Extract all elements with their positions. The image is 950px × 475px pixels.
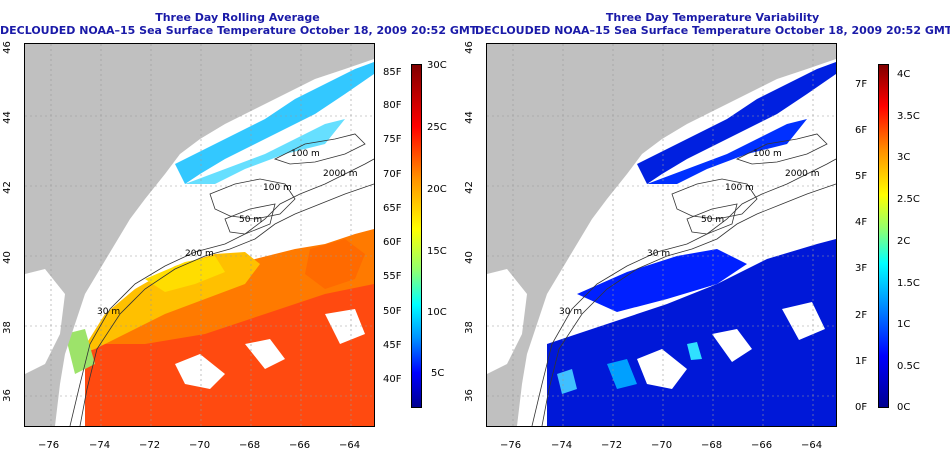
x-tick-label: −74: [551, 440, 573, 451]
colorbar-label-f: 5F: [855, 171, 868, 182]
temperature-colorbar: [411, 64, 422, 408]
contour-label: 30 m: [97, 307, 120, 317]
x-tick-label: −66: [751, 440, 773, 451]
colorbar-label-c: 1C: [897, 319, 911, 330]
x-tick-label: −64: [339, 440, 361, 451]
colorbar-label-c: 5C: [431, 368, 445, 379]
variability-colorbar: [878, 64, 889, 408]
colorbar-label-f: 1F: [855, 356, 868, 367]
y-tick-label: 46: [463, 41, 475, 54]
colorbar-label-f: 40F: [383, 374, 402, 385]
colorbar-label-f: 75F: [383, 134, 402, 145]
x-tick-label: −64: [801, 440, 823, 451]
colorbar-label-f: 55F: [383, 271, 402, 282]
colorbar-label-f: 60F: [383, 237, 402, 248]
x-tick-label: −76: [38, 440, 60, 451]
y-tick-label: 44: [1, 111, 13, 124]
contour-label: 50 m: [701, 215, 724, 225]
colorbar-label-c: 30C: [427, 60, 447, 71]
y-tick-label: 40: [1, 251, 13, 264]
colorbar-label-f: 0F: [855, 402, 868, 413]
colorbar-label-f: 2F: [855, 310, 868, 321]
colorbar-label-f: 50F: [383, 306, 402, 317]
sst-average-map-graphic: 100 m 100 m 2000 m 50 m 200 m 30 m: [25, 44, 374, 426]
y-tick-label: 36: [1, 389, 13, 402]
contour-label: 200 m: [185, 249, 214, 259]
panel-subtitle: DECLOUDED NOAA–15 Sea Surface Temperatur…: [0, 24, 478, 37]
colorbar-label-c: 0C: [897, 402, 911, 413]
y-tick-label: 44: [463, 111, 475, 124]
colorbar-label-c: 1.5C: [897, 278, 920, 289]
y-tick-label: 36: [463, 389, 475, 402]
x-tick-label: −68: [239, 440, 261, 451]
y-tick-label: 46: [1, 41, 13, 54]
x-tick-label: −70: [189, 440, 211, 451]
colorbar-label-f: 45F: [383, 340, 402, 351]
colorbar-label-f: 7F: [855, 79, 868, 90]
panel-title: Three Day Rolling Average: [155, 11, 320, 24]
sst-variability-panel: Three Day Temperature Variability DECLOU…: [464, 0, 950, 475]
contour-label: 2000 m: [323, 169, 358, 179]
colorbar-label-f: 70F: [383, 169, 402, 180]
colorbar-label-c: 3C: [897, 152, 911, 163]
contour-label: 100 m: [753, 149, 782, 159]
colorbar-label-c: 20C: [427, 184, 447, 195]
y-tick-label: 38: [463, 321, 475, 334]
y-tick-label: 40: [463, 251, 475, 264]
colorbar-label-c: 2C: [897, 236, 911, 247]
sst-variability-map[interactable]: 100 m 100 m 2000 m 50 m 30 m 30 m: [486, 43, 837, 427]
panel-subtitle: DECLOUDED NOAA–15 Sea Surface Temperatur…: [475, 24, 950, 37]
sst-variability-map-graphic: 100 m 100 m 2000 m 50 m 30 m 30 m: [487, 44, 836, 426]
panel-title: Three Day Temperature Variability: [605, 11, 820, 24]
contour-label: 100 m: [725, 183, 754, 193]
y-tick-label: 42: [463, 181, 475, 194]
contour-label: 30 m: [559, 307, 582, 317]
colorbar-label-f: 85F: [383, 67, 402, 78]
colorbar-label-c: 3.5C: [897, 111, 920, 122]
colorbar-label-c: 2.5C: [897, 194, 920, 205]
x-tick-label: −66: [289, 440, 311, 451]
colorbar-label-c: 10C: [427, 307, 447, 318]
colorbar-label-c: 25C: [427, 122, 447, 133]
contour-label: 30 m: [647, 249, 670, 259]
x-tick-label: −70: [651, 440, 673, 451]
x-tick-label: −72: [601, 440, 623, 451]
x-tick-label: −76: [500, 440, 522, 451]
contour-label: 100 m: [291, 149, 320, 159]
contour-label: 100 m: [263, 183, 292, 193]
colorbar-label-f: 4F: [855, 217, 868, 228]
x-tick-label: −68: [701, 440, 723, 451]
colorbar-label-c: 4C: [897, 69, 911, 80]
colorbar-label-f: 65F: [383, 203, 402, 214]
y-tick-label: 38: [1, 321, 13, 334]
contour-label: 2000 m: [785, 169, 820, 179]
x-tick-label: −74: [89, 440, 111, 451]
sst-average-map[interactable]: 100 m 100 m 2000 m 50 m 200 m 30 m: [24, 43, 375, 427]
colorbar-label-f: 80F: [383, 100, 402, 111]
x-tick-label: −72: [139, 440, 161, 451]
sst-average-panel: Three Day Rolling Average DECLOUDED NOAA…: [0, 11, 478, 451]
contour-label: 50 m: [239, 215, 262, 225]
colorbar-label-c: 0.5C: [897, 361, 920, 372]
colorbar-label-f: 6F: [855, 125, 868, 136]
colorbar-label-f: 3F: [855, 263, 868, 274]
y-tick-label: 42: [1, 181, 13, 194]
colorbar-label-c: 15C: [427, 246, 447, 257]
